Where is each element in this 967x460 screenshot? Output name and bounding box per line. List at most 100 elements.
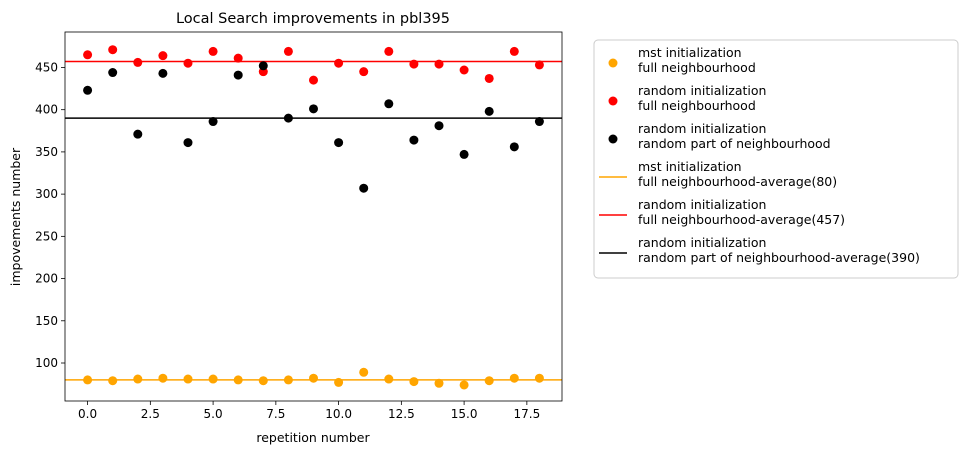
legend-label: full neighbourhood [638,60,756,75]
data-point-s0-16 [484,376,494,386]
data-point-s1-1 [108,45,118,55]
legend-label: random initialization [638,235,766,250]
legend-marker [608,58,618,68]
legend-label: full neighbourhood-average(80) [638,174,837,189]
data-point-s1-6 [233,53,243,63]
data-point-s0-11 [359,367,369,377]
data-point-s0-15 [459,380,469,390]
data-point-s2-18 [534,117,544,127]
legend-label: mst initialization [638,45,742,60]
legend-label: random initialization [638,83,766,98]
x-tick-label: 10.0 [325,407,352,421]
data-point-s0-18 [534,373,544,383]
data-point-s0-8 [283,375,293,385]
x-tick-label: 0.0 [78,407,97,421]
data-point-s2-2 [133,129,143,139]
data-point-s0-3 [158,373,168,383]
x-tick-label: 5.0 [204,407,223,421]
x-tick-label: 12.5 [388,407,415,421]
legend-label: random part of neighbourhood-average(390… [638,250,920,265]
legend-label: random initialization [638,197,766,212]
data-point-s1-4 [183,58,193,68]
legend-label: random initialization [638,121,766,136]
data-point-s1-8 [283,46,293,56]
data-point-s2-0 [83,85,93,95]
y-tick-label: 250 [35,229,58,243]
x-axis-label: repetition number [256,430,370,445]
data-point-s2-11 [359,183,369,193]
data-point-s2-10 [334,138,344,148]
data-point-s1-11 [359,67,369,77]
data-point-s2-7 [258,61,268,71]
legend-marker [608,134,618,144]
y-tick-label: 200 [35,272,58,286]
y-tick-label: 350 [35,145,58,159]
data-point-s1-13 [409,59,419,69]
legend-label: random part of neighbourhood [638,136,831,151]
legend-marker [608,96,618,106]
data-point-s0-5 [208,374,218,384]
data-point-s1-2 [133,57,143,67]
y-tick-label: 400 [35,103,58,117]
plot-frame [64,31,563,402]
plot-area [64,31,563,402]
data-point-s2-13 [409,135,419,145]
data-point-s0-12 [384,374,394,384]
data-point-s0-17 [509,373,519,383]
data-point-s2-14 [434,121,444,131]
data-point-s2-8 [283,113,293,123]
legend-label: full neighbourhood-average(457) [638,212,845,227]
data-point-s0-4 [183,374,193,384]
data-point-s2-4 [183,138,193,148]
data-point-s2-3 [158,68,168,78]
data-point-s0-7 [258,376,268,386]
data-point-s2-15 [459,149,469,159]
data-point-s1-10 [334,58,344,68]
data-point-s1-12 [384,46,394,56]
x-tick-label: 15.0 [451,407,478,421]
data-point-s2-16 [484,106,494,116]
y-tick-label: 100 [35,356,58,370]
x-tick-label: 7.5 [266,407,285,421]
y-tick-label: 150 [35,314,58,328]
data-point-s1-18 [534,60,544,70]
data-point-s1-14 [434,59,444,69]
y-axis: 100 150 200 250 300 350 400 450 [35,60,65,370]
legend-label: mst initialization [638,159,742,174]
data-point-s0-6 [233,375,243,385]
chart-title: Local Search improvements in pbl395 [176,11,450,27]
data-point-s1-5 [208,46,218,56]
plot-content [65,45,562,390]
data-point-s1-17 [509,46,519,56]
data-point-s0-14 [434,378,444,388]
data-point-s2-6 [233,70,243,80]
x-axis: 0.0 2.5 5.0 7.5 10.0 12.5 15.0 17.5 [78,401,540,421]
data-point-s2-17 [509,142,519,152]
data-point-s0-2 [133,374,143,384]
data-point-s1-9 [309,75,318,85]
data-point-s0-9 [309,373,318,383]
data-point-s0-10 [334,377,344,387]
x-tick-label: 17.5 [513,407,540,421]
data-point-s0-0 [83,375,93,385]
y-tick-label: 300 [35,187,58,201]
data-point-s2-1 [108,68,118,78]
data-point-s1-0 [83,50,93,60]
data-point-s1-15 [459,65,469,75]
data-point-s0-1 [108,376,118,386]
legend-box [593,39,959,279]
legend-label: full neighbourhood [638,98,756,113]
data-point-s2-12 [384,99,394,109]
data-point-s1-16 [484,73,494,83]
data-point-s0-13 [409,377,419,387]
data-point-s2-5 [208,117,218,127]
y-tick-label: 450 [35,60,58,74]
